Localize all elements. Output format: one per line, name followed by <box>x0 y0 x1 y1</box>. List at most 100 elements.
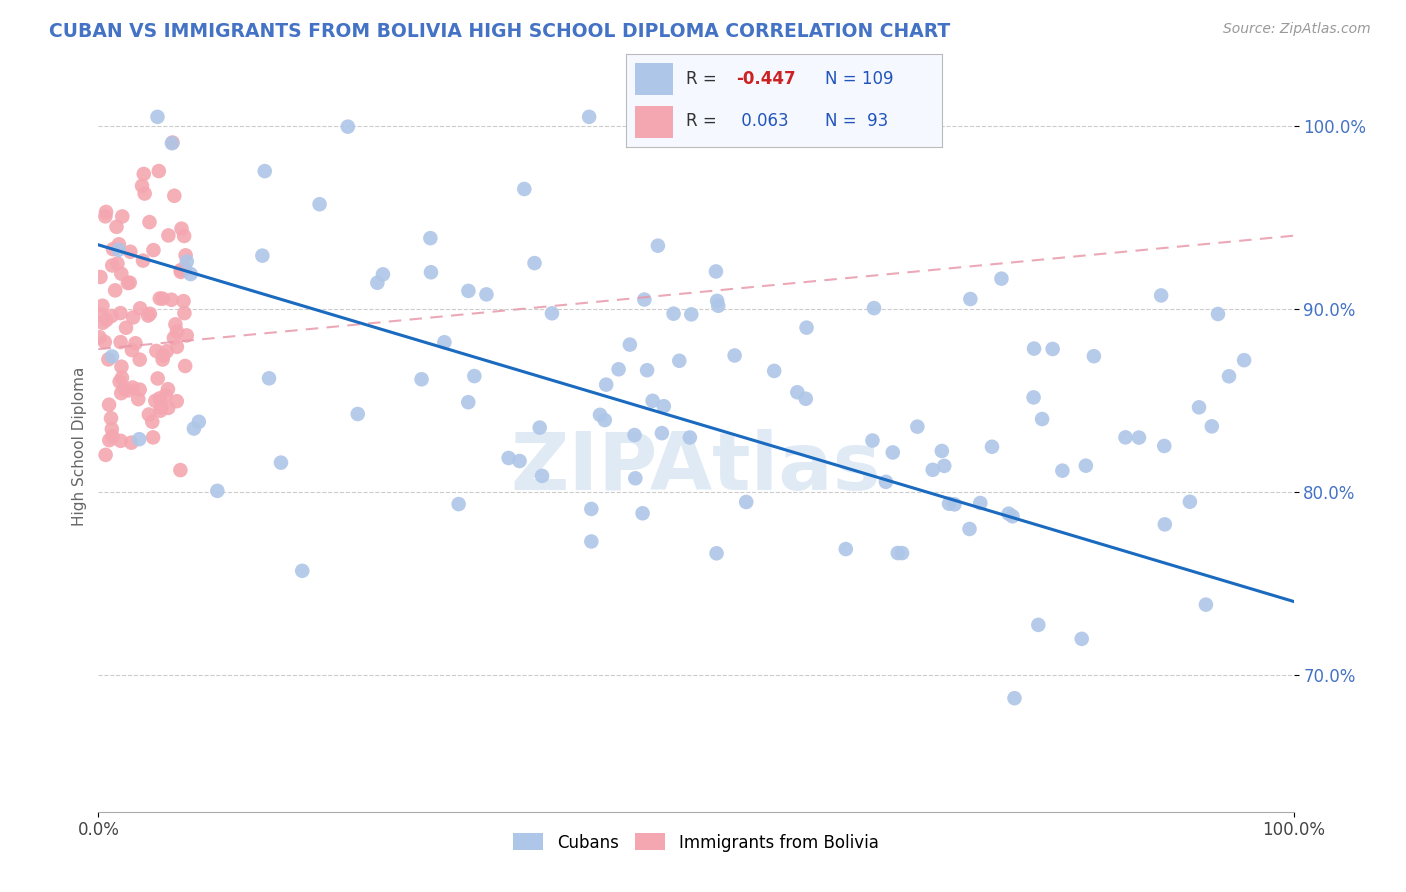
Point <box>149 403 172 417</box>
Point <box>681 307 703 321</box>
Point <box>647 238 669 252</box>
Point <box>110 306 132 320</box>
Point <box>346 407 368 421</box>
Point <box>997 507 1019 521</box>
Point <box>174 359 197 373</box>
Point <box>174 261 197 276</box>
Point <box>662 307 685 321</box>
Point <box>173 229 195 244</box>
Point <box>943 497 966 511</box>
Point <box>959 292 981 306</box>
Point <box>882 445 904 459</box>
Point <box>257 371 280 385</box>
Point <box>94 210 117 224</box>
Point <box>108 375 131 389</box>
Point <box>104 284 127 298</box>
Point <box>165 318 187 332</box>
Point <box>706 546 728 560</box>
Point <box>706 293 728 308</box>
Point <box>578 110 600 124</box>
Point <box>1206 307 1229 321</box>
Point <box>735 495 758 509</box>
Point <box>117 384 139 398</box>
Point <box>938 497 960 511</box>
Point <box>128 352 150 367</box>
Point <box>529 420 551 434</box>
Point <box>509 454 531 468</box>
Point <box>143 393 166 408</box>
Point <box>129 301 152 316</box>
Point <box>121 343 143 358</box>
Point <box>921 463 943 477</box>
Point <box>1233 353 1256 368</box>
Point <box>457 284 479 298</box>
Point <box>166 394 188 409</box>
Point <box>91 316 114 330</box>
Point <box>463 369 485 384</box>
Point <box>589 408 612 422</box>
Point <box>111 210 134 224</box>
Point <box>1153 439 1175 453</box>
Point <box>523 256 546 270</box>
Point <box>94 205 117 219</box>
Point <box>118 276 141 290</box>
Point <box>127 392 149 406</box>
Point <box>176 254 198 268</box>
Point <box>371 268 394 282</box>
Point <box>619 337 641 351</box>
Point <box>1074 458 1097 473</box>
Point <box>1001 509 1024 524</box>
Point <box>142 430 165 444</box>
Point <box>152 292 174 306</box>
Point <box>336 120 359 134</box>
Point <box>120 435 142 450</box>
Legend: Cubans, Immigrants from Bolivia: Cubans, Immigrants from Bolivia <box>506 827 886 858</box>
Point <box>183 421 205 435</box>
Point <box>1150 288 1173 302</box>
Point <box>1004 691 1026 706</box>
Point <box>875 475 897 489</box>
Point <box>111 371 134 385</box>
Text: N = 109: N = 109 <box>825 70 893 87</box>
Point <box>142 243 165 257</box>
Point <box>97 352 120 367</box>
Point <box>252 249 274 263</box>
Point <box>108 237 131 252</box>
Point <box>157 401 180 415</box>
Point <box>959 522 981 536</box>
Point <box>160 136 183 151</box>
Point <box>150 401 173 415</box>
Point <box>101 259 124 273</box>
Point <box>419 231 441 245</box>
Point <box>100 411 122 425</box>
Text: R =: R = <box>686 70 717 87</box>
Point <box>786 385 808 400</box>
Point <box>990 271 1012 285</box>
Point <box>156 344 179 359</box>
Point <box>112 382 135 396</box>
Point <box>679 430 702 444</box>
Point <box>94 448 117 462</box>
Point <box>581 502 603 516</box>
Point <box>796 320 818 334</box>
Point <box>636 363 658 377</box>
Point <box>1052 464 1074 478</box>
Point <box>180 267 202 281</box>
Point <box>207 483 229 498</box>
Point <box>101 350 124 364</box>
Point <box>115 320 138 334</box>
Point <box>170 221 193 235</box>
Y-axis label: High School Diploma: High School Diploma <box>72 367 87 525</box>
Point <box>110 434 132 448</box>
Point <box>152 352 174 367</box>
Point <box>1070 632 1092 646</box>
Point <box>1022 342 1045 356</box>
Point <box>98 398 121 412</box>
Point <box>98 433 121 447</box>
Point <box>863 301 886 315</box>
Point <box>160 293 183 307</box>
FancyBboxPatch shape <box>636 63 673 95</box>
Point <box>624 471 647 485</box>
Point <box>136 309 159 323</box>
Point <box>163 331 186 345</box>
